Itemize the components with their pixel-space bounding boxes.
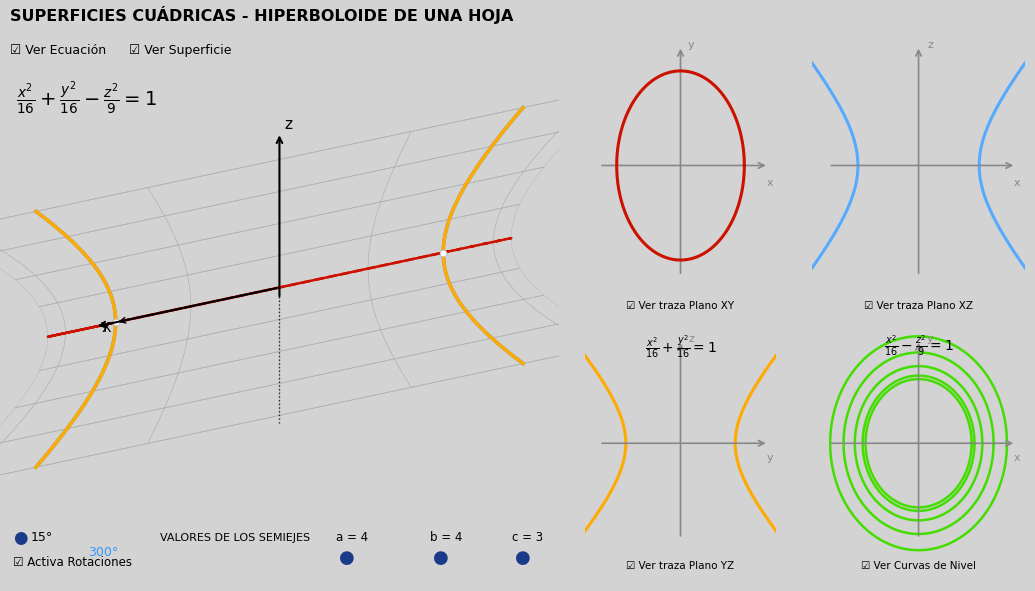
- Text: a = 4: a = 4: [336, 531, 368, 544]
- Text: ☑ Ver Ecuación: ☑ Ver Ecuación: [10, 44, 107, 57]
- Text: ☑ Ver traza Plano YZ: ☑ Ver traza Plano YZ: [626, 561, 735, 571]
- Text: b = 4: b = 4: [430, 531, 462, 544]
- Text: c = 3: c = 3: [512, 531, 543, 544]
- Text: x: x: [767, 178, 773, 189]
- Text: Y: Y: [100, 320, 109, 335]
- Text: $\frac{x^2}{16} - \frac{z^2}{9} = 1$: $\frac{x^2}{16} - \frac{z^2}{9} = 1$: [884, 334, 953, 358]
- Text: x: x: [1014, 178, 1021, 189]
- Text: VALORES DE LOS SEMIEJES: VALORES DE LOS SEMIEJES: [160, 533, 310, 543]
- Text: z: z: [927, 40, 933, 50]
- Text: ☑ Ver traza Plano XZ: ☑ Ver traza Plano XZ: [864, 301, 973, 311]
- Text: $\frac{x^2}{16} + \frac{y^2}{16} - \frac{z^2}{9} = 1$: $\frac{x^2}{16} + \frac{y^2}{16} - \frac…: [16, 80, 156, 117]
- Text: ☑ Ver Superficie: ☑ Ver Superficie: [129, 44, 232, 57]
- Text: $\frac{x^2}{16} + \frac{y^2}{16} = 1$: $\frac{x^2}{16} + \frac{y^2}{16} = 1$: [645, 334, 716, 361]
- Text: ☑ Activa Rotaciones: ☑ Activa Rotaciones: [13, 556, 132, 569]
- Text: 300°: 300°: [88, 546, 118, 559]
- Text: y: y: [927, 334, 934, 344]
- Text: ●: ●: [339, 550, 355, 567]
- Text: ☑ Ver Curvas de Nivel: ☑ Ver Curvas de Nivel: [861, 561, 976, 571]
- Text: x: x: [1014, 453, 1021, 463]
- Text: 15°: 15°: [31, 531, 53, 544]
- Text: ●: ●: [515, 550, 531, 567]
- Text: y: y: [767, 453, 773, 463]
- Text: X: X: [101, 321, 111, 335]
- Text: ●: ●: [13, 529, 28, 547]
- Text: z: z: [688, 334, 694, 344]
- Text: z: z: [285, 116, 292, 132]
- Text: ☑ Ver traza Plano XY: ☑ Ver traza Plano XY: [626, 301, 735, 311]
- Text: y: y: [688, 40, 694, 50]
- Text: ●: ●: [433, 550, 448, 567]
- Text: SUPERFICIES CUÁDRICAS - HIPERBOLOIDE DE UNA HOJA: SUPERFICIES CUÁDRICAS - HIPERBOLOIDE DE …: [10, 6, 513, 24]
